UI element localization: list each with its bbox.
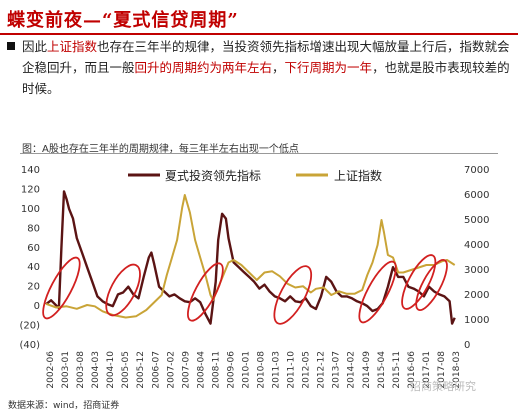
legend-label-lead: 夏式投资领先指标 [165, 168, 261, 183]
para-text-1: 因此 [22, 39, 48, 54]
para-text-4: ，也就是股市表现较差的时候。 [22, 60, 510, 96]
x-axis-tick-label: 2004-03 [91, 351, 101, 389]
x-axis-tick-label: 2013-07 [332, 351, 342, 389]
x-axis-tick-label: 2005-12 [136, 351, 146, 389]
cycle-low-highlight [187, 262, 224, 322]
x-axis-tick-label: 2005-05 [121, 351, 131, 389]
para-text-3: ， [272, 60, 285, 75]
right-axis-tick-label: 2000 [464, 290, 489, 301]
chart-caption: 图：A股也存在三年半的周期规律，每三年半左右出现一个低点 [22, 144, 299, 155]
para-highlight-upcycle: 回升的周期约为两年左右 [134, 60, 273, 75]
cycle-low-highlight [273, 265, 313, 325]
cycle-low-highlight [401, 254, 437, 310]
x-axis-tick-label: 2014-02 [347, 351, 357, 389]
left-axis-tick-label: 140 [21, 165, 40, 176]
x-axis-tick-label: 2008-11 [211, 351, 221, 389]
left-axis-tick-label: (20) [19, 321, 40, 332]
left-axis-tick-label: 80 [27, 223, 40, 234]
series-line-sh-index [45, 194, 456, 319]
right-axis-tick-label: 4000 [464, 240, 489, 251]
x-axis-tick-label: 2015-04 [377, 351, 387, 389]
left-axis-tick-label: 60 [27, 243, 40, 254]
source-note: 数据来源：wind，招商证券 [8, 401, 120, 411]
left-axis-tick-label: 0 [34, 301, 40, 312]
x-axis-tick-label: 2003-01 [61, 351, 71, 389]
para-highlight-index: 上证指数 [47, 39, 98, 54]
x-axis-tick-label: 2010-08 [257, 351, 267, 389]
body-paragraph: 因此上证指数也存在三年半的规律，当投资领先指标增速出现大幅放量上行后，指数就会企… [22, 36, 512, 99]
right-axis-tick-label: 1000 [464, 315, 489, 326]
x-axis-tick-label: 2004-10 [106, 351, 116, 389]
x-axis-tick-label: 2011-10 [287, 351, 297, 389]
x-axis-tick-label: 2007-02 [166, 351, 176, 389]
x-axis-tick-label: 2016-06 [407, 351, 417, 389]
x-axis-tick-label: 2009-06 [226, 351, 236, 389]
x-axis-tick-label: 2012-12 [317, 351, 327, 389]
right-axis-tick-label: 5000 [464, 215, 489, 226]
x-axis-tick-label: 2008-04 [196, 351, 206, 389]
x-axis-tick-label: 2012-05 [302, 351, 312, 389]
x-axis-tick-label: 2006-07 [151, 351, 161, 389]
cycle-low-highlight [415, 259, 448, 311]
x-axis-tick-label: 2007-09 [181, 351, 191, 389]
right-axis-tick-label: 0 [464, 340, 470, 351]
series-line-lead-indicator [45, 190, 456, 325]
x-axis-tick-label: 2018-03 [452, 351, 462, 389]
para-highlight-downcycle: 下行周期为一年 [284, 60, 373, 75]
caption-divider [20, 153, 498, 154]
right-axis-tick-label: 6000 [464, 190, 489, 201]
cycle-low-highlight [105, 263, 141, 317]
cycle-low-highlight [42, 256, 81, 320]
cycle-low-highlight [358, 260, 397, 324]
x-axis-tick-label: 2002-06 [46, 351, 56, 389]
x-axis-tick-label: 2015-11 [392, 351, 402, 389]
bullet-square-icon [7, 42, 15, 50]
x-axis-tick-label: 2017-01 [422, 351, 432, 389]
x-axis-tick-label: 2010-01 [241, 351, 251, 389]
right-axis-tick-label: 7000 [464, 165, 489, 176]
left-axis-tick-label: 120 [21, 184, 40, 195]
x-axis-tick-label: 2003-08 [76, 351, 86, 389]
header: 蝶变前夜—“夏式信贷周期” [0, 0, 518, 35]
page-title: 蝶变前夜—“夏式信贷周期” [7, 10, 239, 31]
x-axis-tick-label: 2011-03 [272, 351, 282, 389]
right-axis-tick-label: 3000 [464, 265, 489, 276]
left-axis-tick-label: 20 [27, 282, 40, 293]
x-axis-tick-label: 2017-08 [437, 351, 447, 389]
para-text-2: 也存在三年半的规律，当投资领先指标增速出现大幅放量上行后，指数就会企稳回升，而且… [22, 39, 510, 75]
left-axis-tick-label: 100 [21, 204, 40, 215]
watermark: 招商策略研究 [410, 380, 476, 393]
left-axis-tick-label: 40 [27, 262, 40, 273]
x-axis-tick-label: 2014-09 [362, 351, 372, 389]
left-axis-tick-label: (40) [19, 340, 40, 351]
legend-label-index: 上证指数 [334, 168, 382, 183]
title-divider [0, 33, 518, 35]
